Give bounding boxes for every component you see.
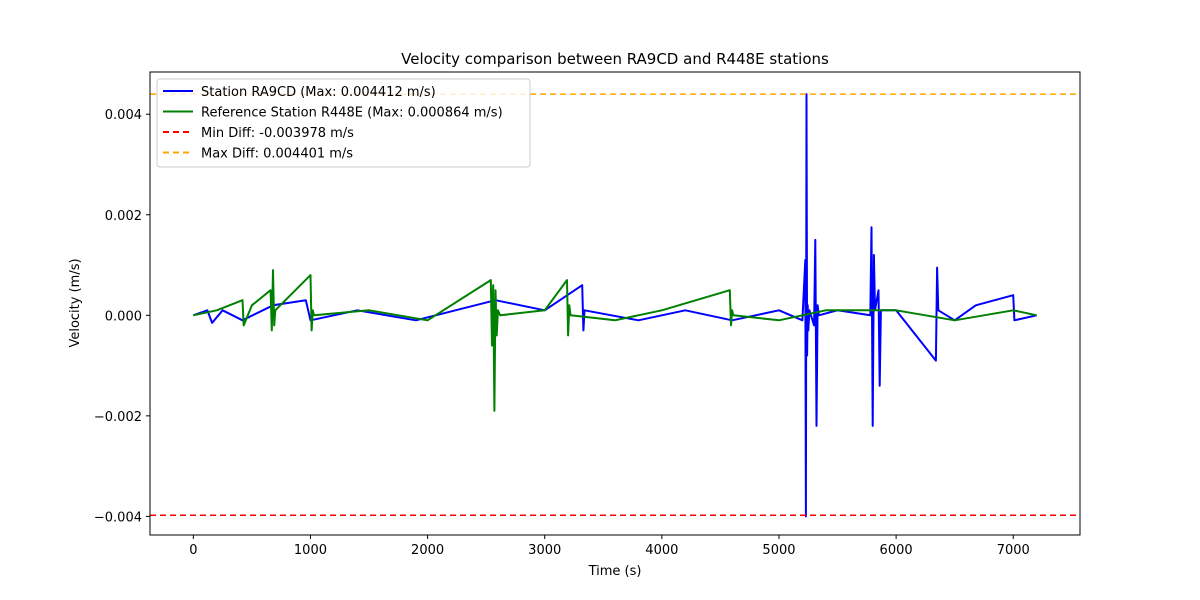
y-axis-label: Velocity (m/s) <box>68 258 83 347</box>
x-tick-label: 4000 <box>645 543 678 558</box>
y-tick-label: 0.002 <box>105 209 142 224</box>
legend-entry-ra9cd-label: Station RA9CD (Max: 0.004412 m/s) <box>201 85 436 100</box>
y-tick-label: 0.004 <box>105 108 142 123</box>
legend: Station RA9CD (Max: 0.004412 m/s) Referen… <box>156 78 531 168</box>
legend-entry-max-diff-label: Max Diff: 0.004401 m/s <box>201 147 353 162</box>
series-r448e-line <box>193 269 1037 412</box>
x-axis: 0 1000 2000 3000 4000 5000 6000 7000 <box>189 535 1030 558</box>
x-tick-label: 0 <box>189 543 197 558</box>
x-tick-label: 6000 <box>880 543 913 558</box>
x-tick-label: 1000 <box>294 543 327 558</box>
chart-title: Velocity comparison between RA9CD and R4… <box>401 50 829 68</box>
y-tick-label: −0.004 <box>94 510 142 525</box>
plot-frame <box>149 71 1081 536</box>
y-axis: −0.004 −0.002 0.000 0.002 0.004 <box>94 108 150 525</box>
legend-entry-min-diff-label: Min Diff: -0.003978 m/s <box>201 126 354 141</box>
y-tick-label: −0.002 <box>94 410 142 425</box>
x-tick-label: 7000 <box>997 543 1030 558</box>
y-tick-label: 0.000 <box>105 309 142 324</box>
x-tick-label: 5000 <box>762 543 795 558</box>
x-axis-label: Time (s) <box>588 564 642 579</box>
legend-entry-r448e-label: Reference Station R448E (Max: 0.000864 m… <box>201 106 503 121</box>
x-tick-label: 2000 <box>411 543 444 558</box>
legend-box <box>156 78 531 168</box>
x-tick-label: 3000 <box>528 543 561 558</box>
